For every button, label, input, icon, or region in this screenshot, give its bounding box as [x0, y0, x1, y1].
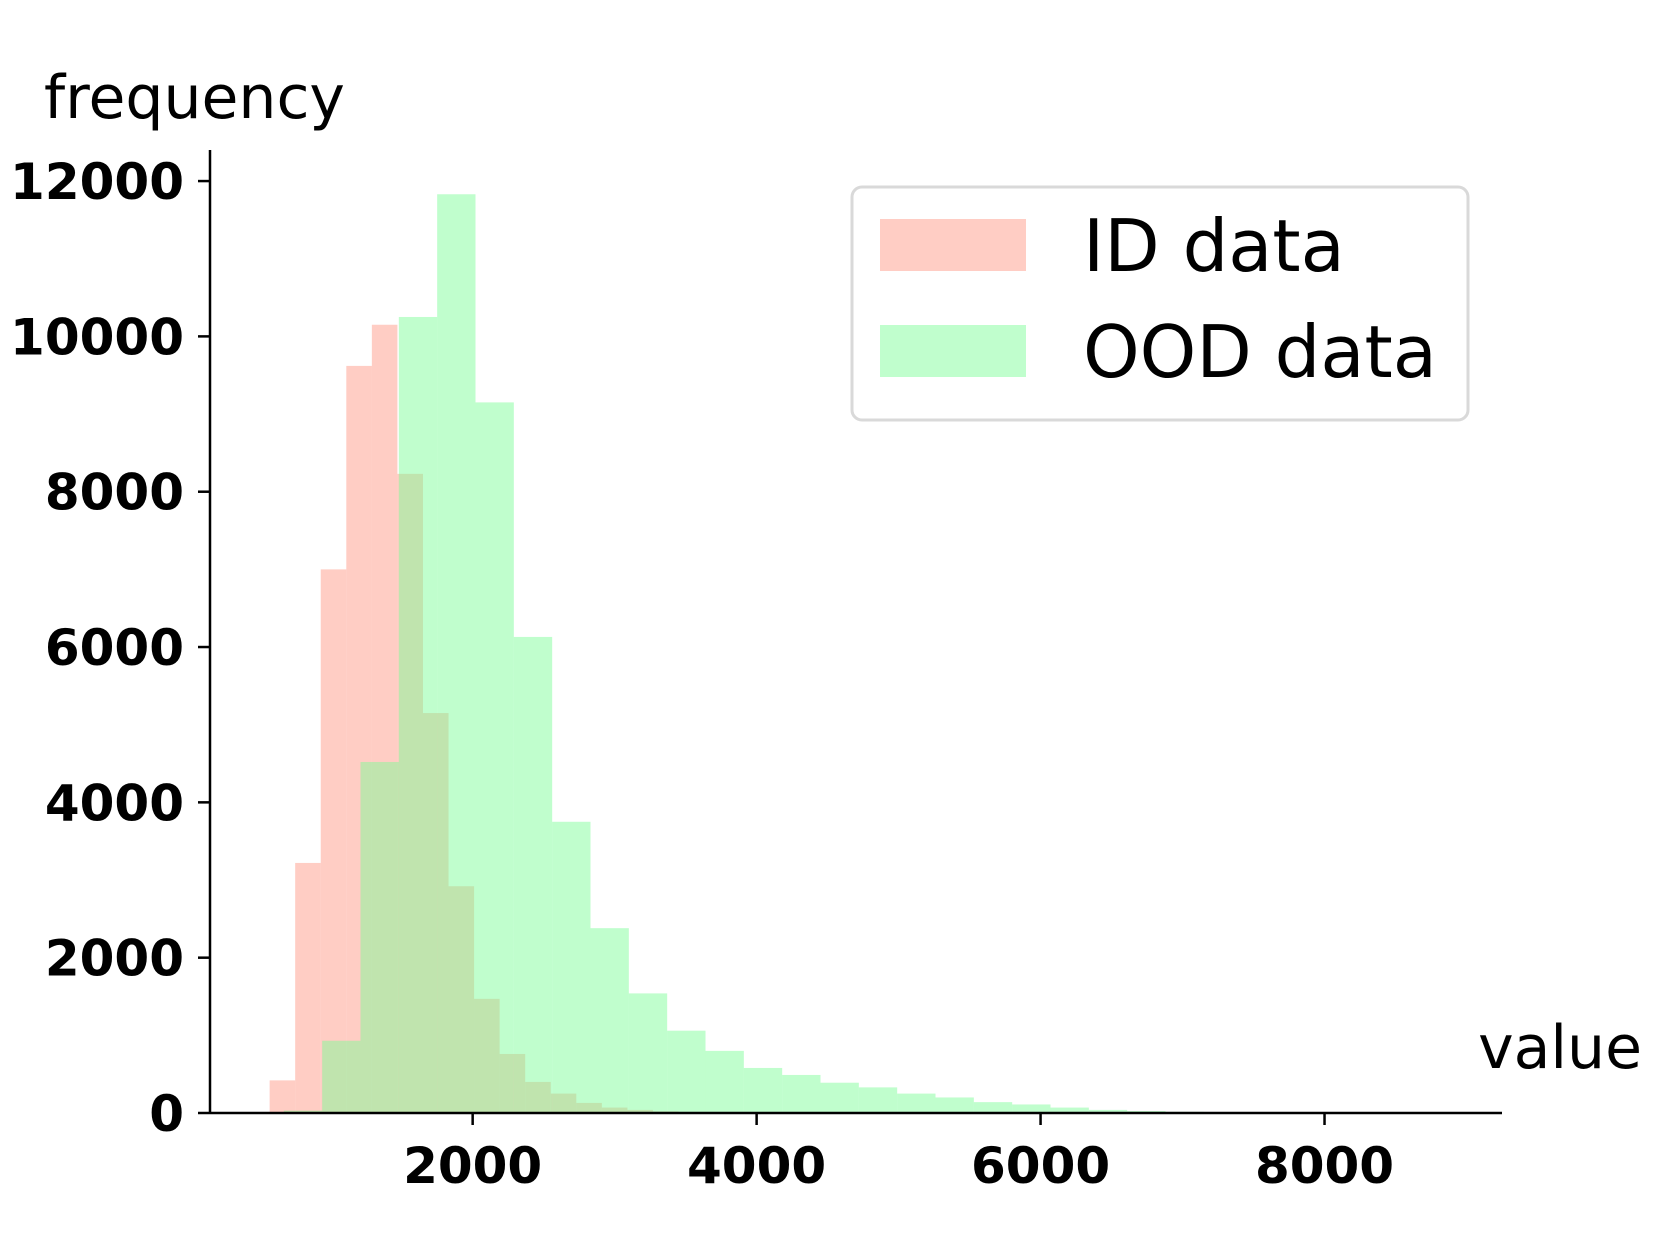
ood-data-bar-14	[820, 1082, 859, 1113]
ood-data-bar-13	[782, 1074, 821, 1113]
y-axis-label: frequency	[44, 63, 345, 133]
ood-data-bar-15	[858, 1087, 898, 1113]
id-data-bar-7	[448, 886, 475, 1113]
id-data-bar-13	[601, 1107, 628, 1113]
legend: ID data OOD data	[850, 185, 1470, 422]
legend-swatch-ood-data	[880, 325, 1026, 377]
ood-data-bar-11	[705, 1050, 744, 1113]
ood-data-bar-6	[513, 636, 553, 1113]
id-data-bar-8	[474, 998, 500, 1113]
y-tick-label: 12000	[10, 153, 184, 211]
y-tick-label: 2000	[45, 930, 184, 988]
ood-data-bar-7	[552, 821, 591, 1113]
x-tick-label: 8000	[1255, 1137, 1394, 1195]
y-tick-label: 8000	[45, 464, 184, 522]
id-data-bar-5	[397, 473, 423, 1113]
legend-label-id-data: ID data	[1083, 204, 1345, 288]
legend-label-ood-data: OOD data	[1083, 310, 1437, 394]
ood-data-bar-20	[1050, 1107, 1089, 1113]
ood-data-bar-9	[628, 993, 668, 1113]
ood-data-bar-17	[935, 1097, 974, 1113]
id-data-bar-12	[576, 1102, 602, 1113]
ood-data-bar-3	[398, 316, 438, 1113]
x-tick-label: 2000	[403, 1137, 542, 1195]
id-data-bar-3	[346, 365, 372, 1113]
y-tick-label: 6000	[45, 619, 184, 677]
y-tick-label: 4000	[45, 774, 184, 832]
id-data-bars	[269, 324, 730, 1113]
id-data-bar-14	[627, 1109, 653, 1113]
ood-data-bar-16	[897, 1093, 936, 1113]
y-tick-label: 0	[149, 1085, 184, 1143]
x-tick-label: 4000	[687, 1137, 826, 1195]
ood-data-bar-18	[973, 1102, 1013, 1113]
ood-data-bar-8	[590, 928, 629, 1113]
ood-data-bar-4	[437, 194, 476, 1113]
ood-data-bar-1	[322, 1040, 361, 1113]
ood-data-bar-5	[475, 402, 514, 1114]
id-data-bar-2	[320, 569, 347, 1113]
ood-data-bar-12	[743, 1067, 783, 1113]
ood-data-bar-2	[360, 761, 399, 1113]
legend-swatch-id-data	[880, 219, 1026, 271]
x-axis-ticks: 2000 4000 6000 8000	[403, 1113, 1394, 1195]
id-data-bar-9	[499, 1053, 526, 1113]
ood-data-bar-21	[1088, 1109, 1128, 1113]
ood-data-bar-10	[667, 1030, 706, 1113]
id-data-bar-10	[525, 1081, 551, 1113]
id-data-bar-0	[269, 1080, 296, 1113]
y-axis-ticks: 0 2000 4000 6000 8000 10000 12000	[10, 153, 210, 1143]
id-data-bar-6	[422, 713, 449, 1113]
id-data-bar-1	[295, 862, 321, 1113]
x-axis-label: value	[1478, 1013, 1642, 1083]
ood-data-bar-19	[1012, 1104, 1051, 1113]
ood-data-bars	[283, 194, 1319, 1114]
x-tick-label: 6000	[971, 1137, 1110, 1195]
id-data-bar-4	[371, 324, 398, 1113]
id-data-bar-11	[550, 1093, 577, 1113]
y-tick-label: 10000	[10, 308, 184, 366]
